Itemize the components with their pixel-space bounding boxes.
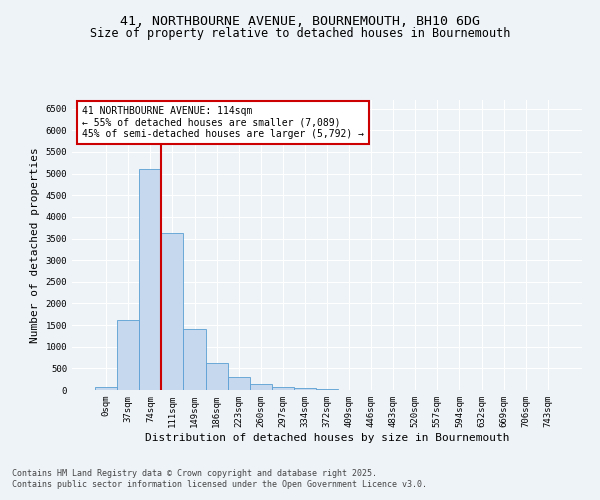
Bar xyxy=(272,386,294,390)
Bar xyxy=(294,388,316,390)
Text: 41, NORTHBOURNE AVENUE, BOURNEMOUTH, BH10 6DG: 41, NORTHBOURNE AVENUE, BOURNEMOUTH, BH1… xyxy=(120,15,480,28)
Bar xyxy=(206,363,227,390)
Bar xyxy=(227,376,250,390)
Text: Contains HM Land Registry data © Crown copyright and database right 2025.: Contains HM Land Registry data © Crown c… xyxy=(12,468,377,477)
Bar xyxy=(316,388,338,390)
Y-axis label: Number of detached properties: Number of detached properties xyxy=(30,147,40,343)
Bar xyxy=(184,328,206,390)
Text: Contains public sector information licensed under the Open Government Licence v3: Contains public sector information licen… xyxy=(12,480,427,489)
X-axis label: Distribution of detached houses by size in Bournemouth: Distribution of detached houses by size … xyxy=(145,432,509,442)
Text: 41 NORTHBOURNE AVENUE: 114sqm
← 55% of detached houses are smaller (7,089)
45% o: 41 NORTHBOURNE AVENUE: 114sqm ← 55% of d… xyxy=(82,106,364,139)
Bar xyxy=(139,170,161,390)
Bar xyxy=(95,388,117,390)
Bar xyxy=(250,384,272,390)
Text: Size of property relative to detached houses in Bournemouth: Size of property relative to detached ho… xyxy=(90,28,510,40)
Bar xyxy=(161,234,184,390)
Bar xyxy=(117,320,139,390)
